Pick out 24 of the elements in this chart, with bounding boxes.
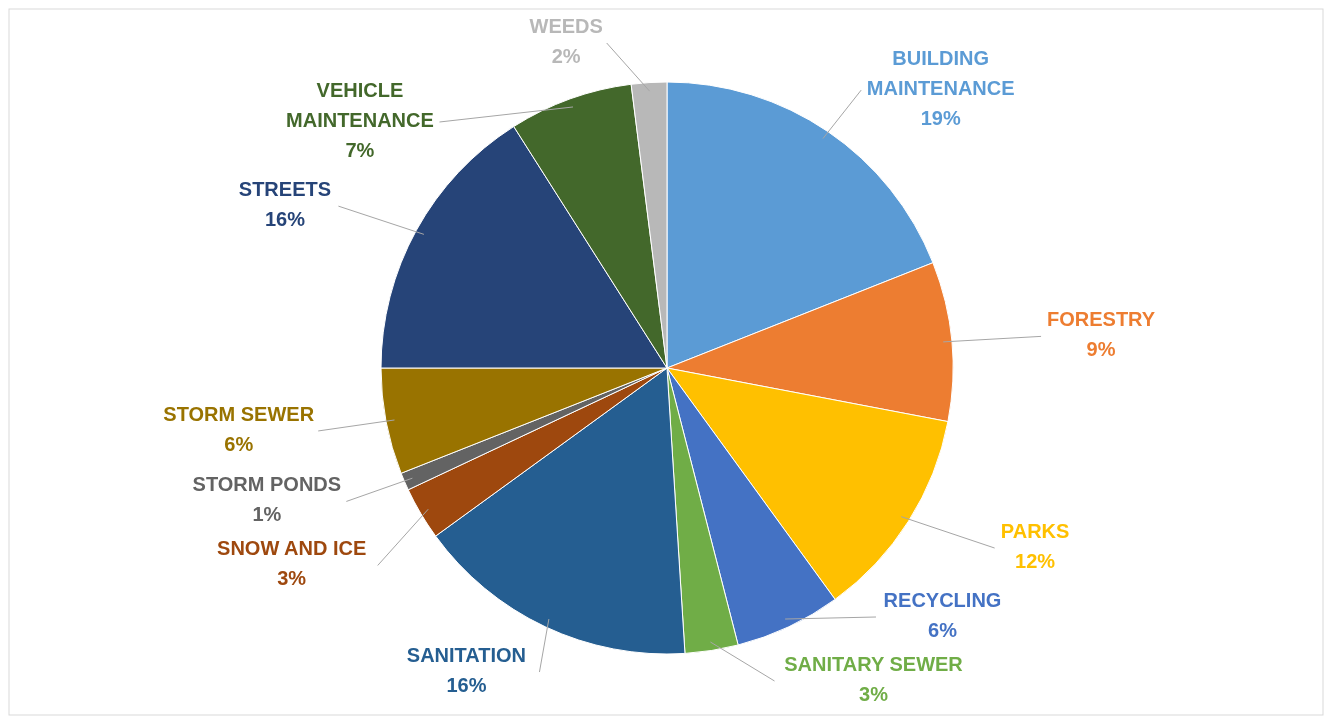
slice-label: STORM SEWER <box>163 403 315 426</box>
slice-label: STORM PONDS <box>192 473 342 496</box>
data-label: 3% <box>859 683 889 706</box>
slice-label: WEEDS <box>529 15 603 38</box>
data-label: 3% <box>277 567 307 590</box>
slice-label: SANITATION <box>406 644 527 667</box>
data-label: 6% <box>928 619 958 642</box>
slice-label: FORESTRY <box>1046 308 1156 331</box>
slice-label: VEHICLE MAINTENANCE <box>286 79 434 132</box>
slice-label: BUILDING MAINTENANCE <box>866 47 1015 100</box>
data-label: 19% <box>920 107 961 130</box>
slice-label: PARKS <box>1000 520 1070 543</box>
data-label: 1% <box>252 503 282 526</box>
data-label: 16% <box>264 208 306 231</box>
slice-label: SANITARY SEWER <box>784 653 964 676</box>
data-label: 7% <box>345 139 375 162</box>
data-label: 12% <box>1015 550 1056 573</box>
data-label: 2% <box>551 45 581 68</box>
slice-label: SNOW AND ICE <box>217 537 367 560</box>
slice-label: STREETS <box>238 178 332 201</box>
data-label: 16% <box>446 674 487 697</box>
slice-label: RECYCLING <box>883 589 1002 612</box>
data-label: 6% <box>224 433 254 456</box>
data-label: 9% <box>1086 338 1116 361</box>
